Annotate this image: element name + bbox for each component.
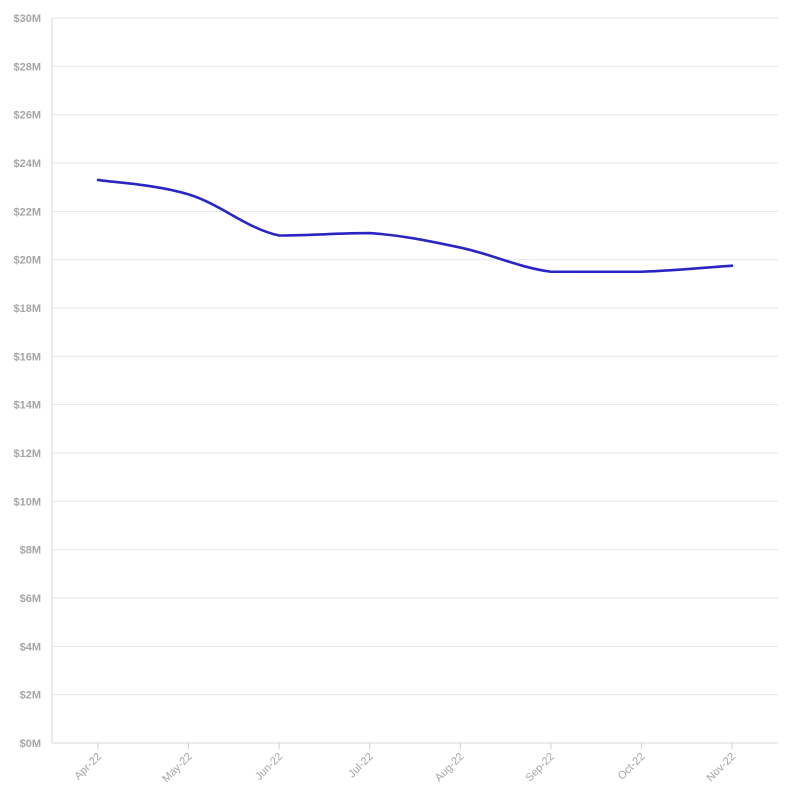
y-tick-label: $8M [20,545,41,557]
y-tick-label: $28M [13,61,41,73]
y-tick-label: $26M [13,110,41,122]
x-tick-label: Nov-22 [705,751,739,785]
y-tick-label: $6M [20,593,41,605]
x-tick-label: Apr-22 [72,751,104,783]
x-tick-label: Jun-22 [253,751,285,783]
y-tick-label: $16M [13,351,41,363]
y-tick-label: $0M [20,738,41,750]
y-tick-label: $4M [20,641,41,653]
series-line [96,178,734,274]
y-tick-label: $10M [13,496,41,508]
y-tick-label: $14M [13,400,41,412]
y-tick-label: $30M [13,13,41,25]
x-tick-label: Oct-22 [616,751,648,783]
y-tick-label: $24M [13,158,41,170]
y-tick-label: $12M [13,448,41,460]
y-tick-label: $20M [13,255,41,267]
y-tick-label: $18M [13,303,41,315]
y-tick-label: $2M [20,690,41,702]
x-tick-label: Aug-22 [433,751,467,785]
x-tick-label: May-22 [160,751,194,785]
x-tick-label: Jul-22 [346,751,376,781]
y-tick-label: $22M [13,206,41,218]
x-tick-label: Sep-22 [523,751,557,785]
